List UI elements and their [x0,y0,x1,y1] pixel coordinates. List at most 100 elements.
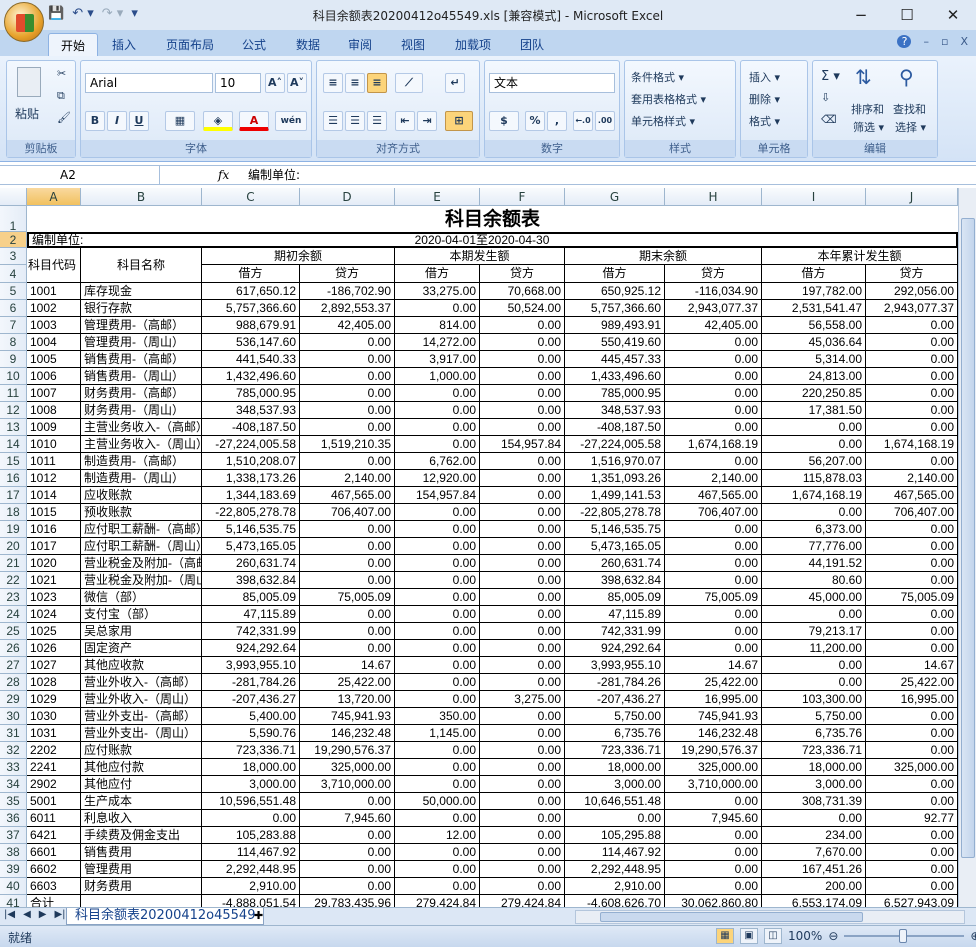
amount-cell[interactable]: 0.00 [480,555,565,572]
amount-cell[interactable]: -4,888,051.54 [202,895,300,907]
align-left-icon[interactable]: ☰ [323,111,343,131]
amount-cell[interactable]: 0.00 [480,759,565,776]
amount-cell[interactable]: 25,422.00 [300,674,395,691]
amount-cell[interactable]: 56,207.00 [762,453,866,470]
amount-cell[interactable]: 0.00 [665,640,762,657]
account-name-cell[interactable]: 营业外收入-（周山） [81,691,202,708]
zoom-out-icon[interactable]: ⊖ [828,929,839,943]
row-header-25[interactable]: 25 [0,623,27,640]
name-box[interactable]: A2 [0,166,160,185]
amount-cell[interactable]: 1,432,496.60 [202,368,300,385]
amount-cell[interactable]: 5,473,165.05 [202,538,300,555]
row-header-10[interactable]: 10 [0,368,27,385]
amount-cell[interactable]: 0.00 [480,453,565,470]
account-code-cell[interactable]: 1007 [27,385,81,402]
amount-cell[interactable]: 0.00 [480,844,565,861]
account-code-cell[interactable]: 1001 [27,283,81,300]
row-header-33[interactable]: 33 [0,759,27,776]
amount-cell[interactable]: 0.00 [866,776,958,793]
amount-cell[interactable]: 12.00 [395,827,480,844]
vertical-scrollbar[interactable] [958,188,976,907]
amount-cell[interactable]: 0.00 [395,691,480,708]
amount-cell[interactable]: 6,735.76 [565,725,665,742]
row-header-1[interactable]: 1 [0,206,27,233]
amount-cell[interactable]: 0.00 [762,674,866,691]
account-name-cell[interactable]: 应付账款 [81,742,202,759]
amount-cell[interactable]: 3,917.00 [395,351,480,368]
amount-cell[interactable]: 5,473,165.05 [565,538,665,555]
amount-cell[interactable]: 85,005.09 [565,589,665,606]
amount-cell[interactable]: -207,436.27 [565,691,665,708]
row-header-30[interactable]: 30 [0,708,27,725]
amount-cell[interactable]: 1,499,141.53 [565,487,665,504]
row-header-23[interactable]: 23 [0,589,27,606]
first-sheet-button[interactable]: |◀ [4,909,16,920]
column-header-E[interactable]: E [395,188,480,206]
select-all-corner[interactable] [0,188,27,206]
row-header-5[interactable]: 5 [0,283,27,300]
vertical-scroll-thumb[interactable] [961,218,975,858]
amount-cell[interactable]: 260,631.74 [202,555,300,572]
amount-cell[interactable]: 0.00 [395,810,480,827]
account-code-cell[interactable]: 6601 [27,844,81,861]
account-name-cell[interactable]: 营业税金及附加-（高邮） [81,555,202,572]
amount-cell[interactable]: 0.00 [480,657,565,674]
amount-cell[interactable]: 0.00 [395,436,480,453]
italic-button[interactable]: I [107,111,127,131]
amount-cell[interactable]: 75,005.09 [866,589,958,606]
number-format-select[interactable]: 文本 [489,73,615,93]
amount-cell[interactable]: 7,945.60 [300,810,395,827]
amount-cell[interactable]: 70,668.00 [480,283,565,300]
amount-cell[interactable]: 0.00 [395,385,480,402]
amount-cell[interactable]: 0.00 [866,793,958,810]
amount-cell[interactable]: 0.00 [300,419,395,436]
amount-cell[interactable]: 785,000.95 [202,385,300,402]
decrease-decimal-button[interactable]: .00 [595,111,615,131]
row-header-34[interactable]: 34 [0,776,27,793]
amount-cell[interactable]: 0.00 [395,402,480,419]
amount-cell[interactable]: 723,336.71 [762,742,866,759]
amount-cell[interactable]: 5,400.00 [202,708,300,725]
amount-cell[interactable]: 167,451.26 [762,861,866,878]
amount-cell[interactable]: 0.00 [480,538,565,555]
row-header-27[interactable]: 27 [0,657,27,674]
amount-cell[interactable]: 398,632.84 [565,572,665,589]
account-code-cell[interactable]: 1020 [27,555,81,572]
account-code-cell[interactable]: 1029 [27,691,81,708]
paste-button[interactable]: 粘贴 [15,107,40,121]
sort-filter-label[interactable]: 排序和 [851,103,884,116]
amount-cell[interactable]: 308,731.39 [762,793,866,810]
amount-cell[interactable]: 0.00 [866,623,958,640]
amount-cell[interactable]: 398,632.84 [202,572,300,589]
amount-cell[interactable]: 0.00 [480,861,565,878]
amount-cell[interactable]: 0.00 [866,725,958,742]
amount-cell[interactable]: 0.00 [480,589,565,606]
amount-cell[interactable]: 220,250.85 [762,385,866,402]
amount-cell[interactable]: 723,336.71 [202,742,300,759]
amount-cell[interactable]: 1,338,173.26 [202,470,300,487]
amount-cell[interactable]: -281,784.26 [565,674,665,691]
amount-cell[interactable]: 0.00 [300,878,395,895]
amount-cell[interactable]: 0.00 [866,572,958,589]
amount-cell[interactable]: 0.00 [480,385,565,402]
amount-cell[interactable]: 197,782.00 [762,283,866,300]
border-icon[interactable]: ▦ [165,111,195,131]
find-select-icon[interactable]: ⚲ [899,65,914,89]
amount-cell[interactable]: 154,957.84 [395,487,480,504]
row-header-15[interactable]: 15 [0,453,27,470]
amount-cell[interactable]: 0.00 [565,810,665,827]
increase-indent-icon[interactable]: ⇥ [417,111,437,131]
amount-cell[interactable]: 0.00 [300,351,395,368]
amount-cell[interactable]: -281,784.26 [202,674,300,691]
align-right-icon[interactable]: ☰ [367,111,387,131]
row-header-11[interactable]: 11 [0,385,27,402]
amount-cell[interactable]: 10,646,551.48 [565,793,665,810]
format-cells-button[interactable]: 格式 ▾ [749,115,781,128]
amount-cell[interactable]: 0.00 [480,708,565,725]
amount-cell[interactable]: 50,524.00 [480,300,565,317]
amount-cell[interactable]: 0.00 [300,555,395,572]
account-name-cell[interactable]: 财务费用 [81,878,202,895]
row-header-19[interactable]: 19 [0,521,27,538]
account-name-cell[interactable]: 营业外收入-（高邮） [81,674,202,691]
amount-cell[interactable]: 0.00 [665,334,762,351]
